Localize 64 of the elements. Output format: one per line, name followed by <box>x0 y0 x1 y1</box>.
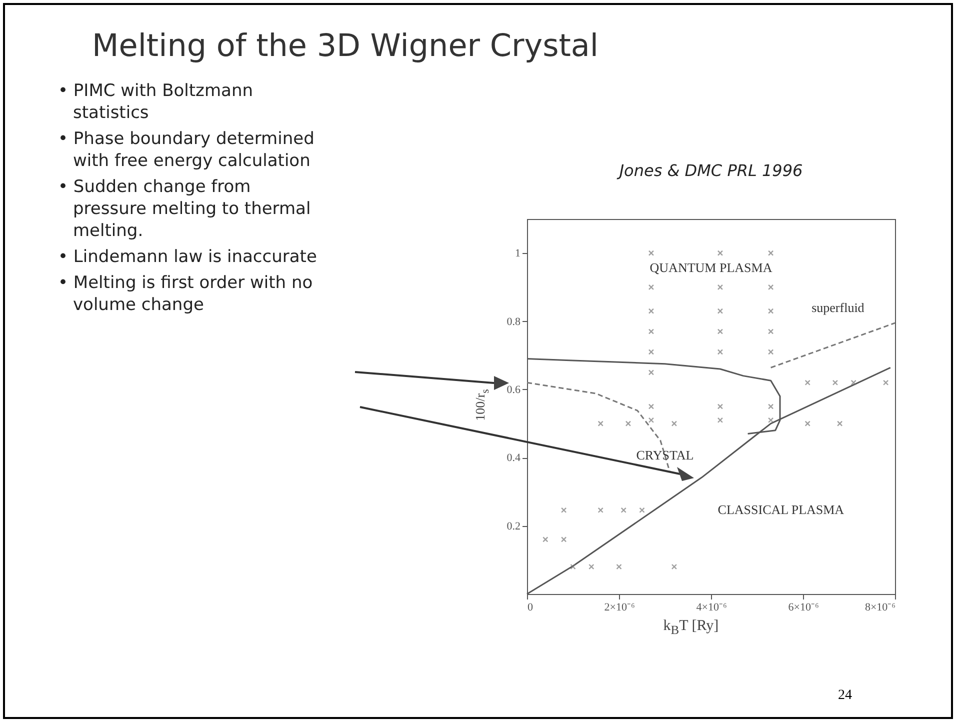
point <box>717 308 724 314</box>
point <box>832 380 838 386</box>
annotation: superfluid <box>812 300 865 315</box>
point <box>717 250 724 256</box>
point <box>717 404 724 410</box>
point <box>588 564 594 570</box>
point <box>648 370 654 376</box>
point <box>620 507 626 513</box>
annotation: CRYSTAL <box>636 447 694 462</box>
point <box>768 417 774 423</box>
x-tick-label: 2×10⁻⁶ <box>604 602 635 614</box>
point <box>625 420 632 426</box>
x-tick-label: 6×10⁻⁶ <box>788 602 819 614</box>
point <box>882 380 889 386</box>
point <box>570 564 576 570</box>
point <box>717 417 724 423</box>
annotation: CLASSICAL PLASMA <box>718 502 845 517</box>
point <box>768 349 774 355</box>
point <box>850 380 856 386</box>
chart-title: Melting of the 3D Wigner Crystal <box>92 28 599 64</box>
text: • Melting is first order with no volume change <box>58 272 314 316</box>
point <box>717 349 724 355</box>
point <box>671 564 678 570</box>
y-tick-label: 0.8 <box>506 316 521 328</box>
x-axis-title: k$_{B}$T [Ry] <box>662 618 720 638</box>
text: • Phase boundary determined with free energy calculation <box>58 128 316 172</box>
point <box>648 328 654 334</box>
point <box>560 507 567 513</box>
text: • Sudden change from pressure melting to thermal melting. <box>58 176 312 242</box>
point <box>804 420 810 426</box>
point <box>768 284 774 290</box>
point <box>804 380 810 386</box>
point <box>648 250 654 256</box>
point <box>717 284 724 290</box>
point <box>768 308 774 314</box>
point <box>768 404 774 410</box>
point <box>598 507 604 513</box>
point <box>768 328 774 334</box>
text: • PIMC with Boltzmann statistics <box>58 80 254 124</box>
point <box>598 420 604 426</box>
text: 24 <box>838 688 852 704</box>
y-tick-label: 0.2 <box>506 520 520 532</box>
point <box>616 564 622 570</box>
y-tick-label: 1 <box>515 248 520 260</box>
x-tick-label: 4×10⁻⁶ <box>696 602 727 614</box>
chart-subtitle: Jones & DMC PRL 1996 <box>616 161 803 180</box>
point <box>836 420 843 426</box>
point <box>560 536 567 542</box>
annotation: QUANTUM PLASMA <box>650 260 773 275</box>
point <box>768 250 774 256</box>
y-tick-label: 0.6 <box>506 384 521 396</box>
x-tick-label: 0 <box>528 602 534 614</box>
point <box>671 420 678 426</box>
text: • Lindemann law is inaccurate <box>58 246 318 268</box>
point <box>648 404 654 410</box>
point <box>648 349 654 355</box>
point <box>648 284 654 290</box>
point <box>717 328 724 334</box>
point <box>639 507 645 513</box>
point <box>542 536 548 542</box>
y-tick-label: 0.4 <box>506 452 521 464</box>
x-tick-label: 8×10⁻⁶ <box>864 602 896 614</box>
point <box>648 417 654 423</box>
point <box>648 308 654 314</box>
